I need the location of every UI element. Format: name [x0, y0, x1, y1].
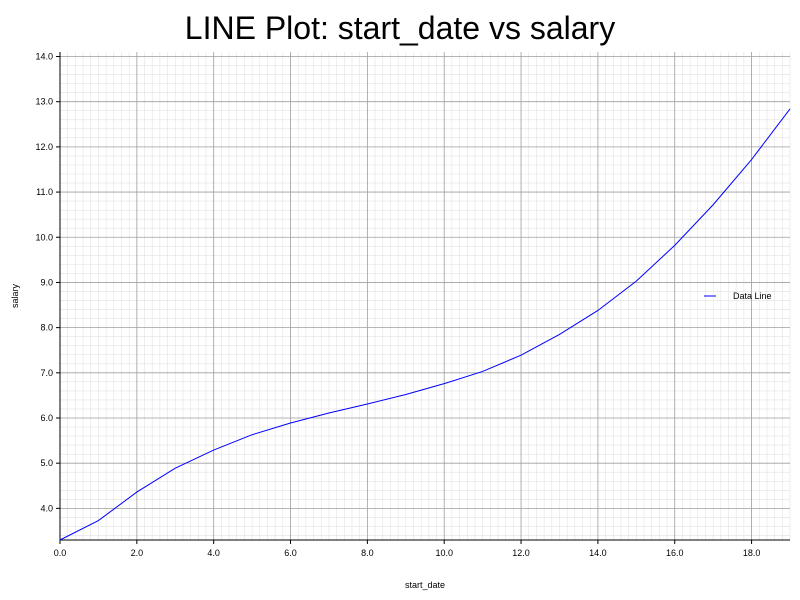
x-tick-label: 14.0 — [589, 548, 607, 558]
y-axis-label: salary — [10, 284, 20, 309]
x-tick-label: 10.0 — [435, 548, 453, 558]
y-tick-label: 8.0 — [40, 323, 53, 333]
x-tick-label: 12.0 — [512, 548, 530, 558]
legend-label-data-line: Data Line — [733, 291, 772, 301]
x-tick-label: 0.0 — [54, 548, 67, 558]
ticks: 0.0 2.0 4.0 6.0 8.0 10.0 12.0 14.0 16.0 18.0 4.0 5.… — [35, 52, 760, 558]
x-tick-label: 6.0 — [284, 548, 297, 558]
y-tick-label: 4.0 — [40, 503, 53, 513]
x-tick-label: 4.0 — [207, 548, 220, 558]
y-tick-label: 9.0 — [40, 277, 53, 287]
y-tick-label: 13.0 — [35, 97, 53, 107]
series-line-data-line — [59, 108, 791, 541]
y-tick-label: 10.0 — [35, 232, 53, 242]
y-tick-label: 12.0 — [35, 142, 53, 152]
x-tick-label: 8.0 — [361, 548, 374, 558]
x-tick-label: 2.0 — [131, 548, 144, 558]
x-tick-label: 18.0 — [743, 548, 761, 558]
series-group — [59, 108, 791, 541]
y-tick-label: 5.0 — [40, 458, 53, 468]
y-tick-label: 11.0 — [36, 187, 53, 197]
minor-grid — [59, 52, 791, 540]
y-tick-label: 7.0 — [40, 368, 53, 378]
x-tick-label: 16.0 — [666, 548, 684, 558]
legend: Data Line — [704, 291, 772, 301]
axes — [59, 52, 790, 541]
y-tick-label: 6.0 — [40, 413, 53, 423]
y-tick-label: 14.0 — [35, 52, 53, 62]
major-grid — [59, 52, 790, 540]
chart-title: LINE Plot: start_date vs salary — [184, 10, 616, 46]
x-axis-label: start_date — [405, 580, 445, 590]
